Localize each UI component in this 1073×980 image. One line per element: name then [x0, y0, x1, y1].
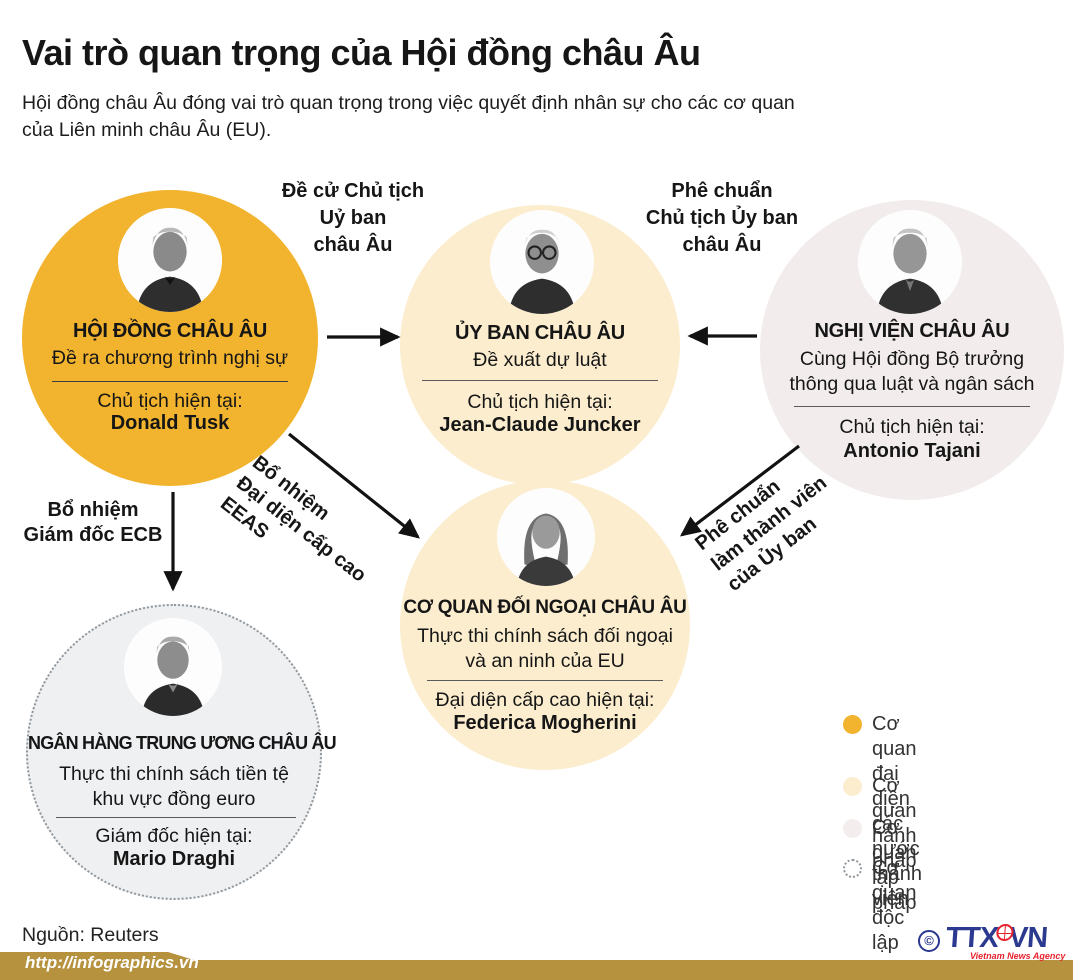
legend-dot-dotted: [843, 859, 862, 878]
eeas-person: Federica Mogherini: [453, 712, 637, 734]
council-name: HỘI ĐỒNG CHÂU ÂU: [72, 320, 268, 342]
photo-donald-tusk: [118, 208, 222, 312]
logo-text-vn: VN: [1007, 922, 1049, 954]
eeas-role-line-1: Thực thi chính sách đối ngoại: [417, 625, 673, 647]
parliament-role: Cùng Hội đồng Bộ trưởng thông qua luật v…: [760, 347, 1064, 397]
eeas-name: CƠ QUAN ĐỐI NGOẠI CHÂU ÂU: [403, 597, 687, 618]
ecb-role-line-2: khu vực đồng euro: [92, 788, 256, 810]
ecb-role: Thực thi chính sách tiền tệ khu vực đồng…: [28, 762, 320, 812]
commission-person: Jean-Claude Juncker: [439, 414, 641, 436]
legend-label: Cơ quan hành pháp: [872, 775, 917, 872]
eeas-role-line-2: và an ninh của EU: [465, 650, 625, 672]
legend-item-independent: Cơ quan độc lập: [843, 856, 917, 956]
legend-dot-light-gray: [843, 819, 862, 838]
commission-role: Đề xuất dự luật: [473, 349, 607, 371]
footer-gold-bar: [0, 952, 1073, 980]
ecb-divider: [56, 817, 296, 818]
parliament-role-line-2: thông qua luật và ngân sách: [789, 373, 1035, 395]
ttxvn-logo: © TTX VN Vietnam News Agency: [918, 922, 1068, 967]
council-position-label: Chủ tịch hiện tại:: [97, 390, 243, 412]
subtitle-line-2: của Liên minh châu Âu (EU).: [22, 119, 272, 141]
council-person: Donald Tusk: [110, 412, 230, 434]
label-appoint-eeas-high-representative: Bổ nhiệm Đại diện cấp cao EEAS: [216, 451, 371, 587]
logo-subtext: Vietnam News Agency: [970, 951, 1066, 961]
council-divider: [52, 381, 288, 382]
parliament-position-label: Chủ tịch hiện tại:: [839, 416, 985, 438]
parliament-role-line-1: Cùng Hội đồng Bộ trưởng: [799, 348, 1025, 370]
legend-label: Cơ quan độc lập: [872, 857, 917, 954]
photo-mario-draghi: [124, 618, 222, 716]
copyright-icon: ©: [918, 930, 940, 952]
page-title: Vai trò quan trọng của Hội đồng châu Âu: [22, 32, 701, 73]
eeas-divider: [427, 680, 663, 681]
label-appoint-ecb-director: Bổ nhiệm Giám đốc ECB: [23, 499, 163, 546]
parliament-name: NGHỊ VIỆN CHÂU ÂU: [814, 320, 1010, 342]
photo-antonio-tajani: [858, 210, 962, 314]
source-credit: Nguồn: Reuters: [22, 924, 159, 946]
eeas-position-label: Đại diện cấp cao hiện tại:: [435, 689, 655, 711]
label-approve-commission-president: Phê chuẩn Chủ tịch Ủy ban châu Âu: [645, 180, 799, 256]
legend-label: Cơ quan lập pháp: [872, 817, 917, 914]
legend-item-member-states: Cơ quan đại diện các nước thành viên: [843, 712, 922, 912]
logo-text-ttx: TTX: [944, 922, 999, 954]
parliament-divider: [794, 406, 1030, 407]
ecb-name: NGÂN HÀNG TRUNG ƯƠNG CHÂU ÂU: [28, 733, 337, 753]
ecb-role-line-1: Thực thi chính sách tiền tệ: [59, 763, 289, 785]
legend-label: Cơ quan đại diện: [872, 713, 917, 810]
photo-federica-mogherini: [497, 488, 595, 586]
commission-position-label: Chủ tịch hiện tại:: [467, 391, 613, 413]
eeas-role: Thực thi chính sách đối ngoại và an ninh…: [400, 624, 690, 674]
subtitle-line-1: Hội đồng châu Âu đóng vai trò quan trọng…: [22, 92, 795, 114]
legend-label: các nước thành viên: [872, 813, 923, 910]
parliament-person: Antonio Tajani: [843, 440, 981, 462]
legend-dot-orange: [843, 715, 862, 734]
commission-divider: [422, 380, 658, 381]
commission-name: ỦY BAN CHÂU ÂU: [455, 322, 625, 344]
ecb-person: Mario Draghi: [112, 848, 236, 870]
footer-url: http://infographics.vn: [25, 953, 199, 972]
legend-item-executive: Cơ quan hành pháp: [843, 774, 917, 874]
page-subtitle: Hội đồng châu Âu đóng vai trò quan trọng…: [22, 90, 795, 144]
label-nominate-commission-president: Đề cử Chủ tịch Uỷ ban châu Âu: [281, 180, 425, 256]
legend-item-legislative: Cơ quan lập pháp: [843, 816, 917, 916]
ecb-position-label: Giám đốc hiện tại:: [95, 825, 253, 847]
council-role: Đề ra chương trình nghị sự: [51, 347, 289, 369]
photo-jean-claude-juncker: [490, 210, 594, 314]
legend-dot-pale-yellow: [843, 777, 862, 796]
